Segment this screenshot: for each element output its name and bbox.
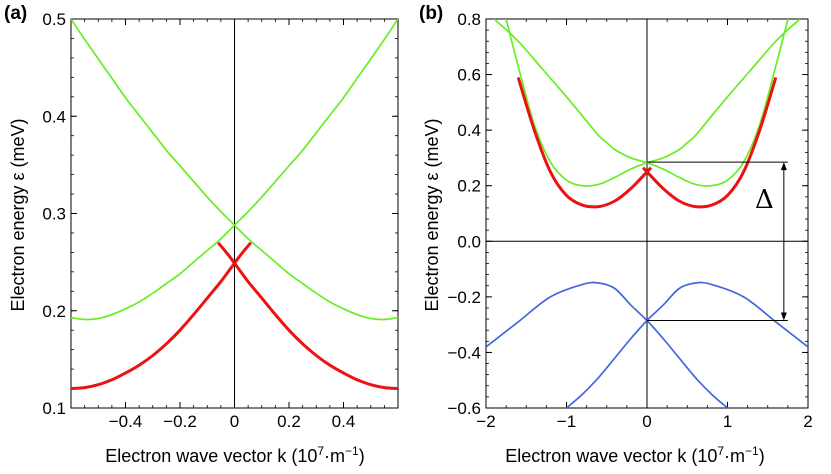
- y-tick-label: 0.2: [457, 177, 481, 196]
- x-axis-label-superscript: −1: [745, 444, 759, 458]
- x-tick-label: −1: [557, 412, 576, 431]
- x-axis-label: Electron wave vector k (107·m−1): [505, 444, 764, 466]
- y-tick-label: 0.5: [42, 10, 66, 29]
- y-tick-label: 0.8: [457, 10, 481, 29]
- series-line-red-red-branch-2: [641, 76, 778, 209]
- series-line-green-green-branch-2: [71, 19, 398, 321]
- y-tick-label: −0.2: [447, 288, 481, 307]
- x-axis-label-part: ·m: [724, 446, 745, 466]
- x-tick-label: −0.4: [109, 412, 143, 431]
- y-tick-label: 0.6: [457, 66, 481, 85]
- delta-arrow-head-top: [780, 162, 787, 171]
- x-axis-label-superscript: 7: [717, 444, 724, 458]
- x-axis-label-part: Electron wave vector k (10: [505, 446, 717, 466]
- x-tick-label: 0.2: [277, 412, 301, 431]
- panel-label: (b): [419, 3, 443, 24]
- panel-label: (a): [4, 3, 27, 24]
- x-axis-label-part: Electron wave vector k (10: [105, 446, 317, 466]
- y-tick-label: 0.0: [457, 232, 481, 251]
- x-axis-label-superscript: −1: [345, 444, 359, 458]
- y-tick-label: 0.2: [42, 302, 66, 321]
- delta-arrow-head-bottom: [780, 312, 787, 321]
- y-tick-label: 0.4: [42, 107, 66, 126]
- x-axis-label-part: ): [759, 446, 765, 466]
- x-tick-label: −0.2: [163, 412, 197, 431]
- series-line-green-green-branch-1: [493, 19, 789, 187]
- x-tick-label: 2: [803, 412, 812, 431]
- y-tick-label: −0.6: [447, 399, 481, 418]
- x-axis-label-part: ·m: [324, 446, 345, 466]
- series-line-red-red-branch-1: [71, 241, 252, 391]
- series-line-green-green-branch-2: [505, 19, 801, 187]
- y-axis-label: Electron energy ε (meV): [422, 118, 442, 311]
- x-axis-label-part: ): [359, 446, 365, 466]
- series-line-blue-blue-branch-1: [486, 281, 729, 408]
- x-tick-label: 0.4: [332, 412, 356, 431]
- y-axis-label: Electron energy ε (meV): [8, 118, 28, 311]
- x-tick-label: 0: [642, 412, 651, 431]
- y-tick-label: 0.1: [42, 399, 66, 418]
- series-line-blue-blue-branch-2: [565, 281, 808, 408]
- chart-panel-a: −0.4 −0.2 0 0.2 0.4 0.1 0.2 0.3 0.4 0.5 (a) Electro…: [4, 3, 399, 466]
- y-tick-label: 0.3: [42, 205, 66, 224]
- x-tick-label: −2: [476, 412, 495, 431]
- y-tick-label: 0.4: [457, 121, 481, 140]
- x-tick-label: 1: [723, 412, 732, 431]
- delta-label: Δ: [755, 185, 774, 215]
- chart-panel-b: −2 −1 0 1 2 −0.6 −0.4 −0.2 0.0 0.2 0.4 0.6 0.8 Δ (b) El…: [419, 3, 813, 466]
- y-tick-label: −0.4: [447, 343, 481, 362]
- x-axis-label: Electron wave vector k (107·m−1): [105, 444, 364, 466]
- series-line-red-red-branch-2: [217, 241, 398, 391]
- x-axis-label-superscript: 7: [317, 444, 324, 458]
- x-tick-label: 0: [230, 412, 239, 431]
- series-line-red-red-branch-1: [516, 76, 653, 209]
